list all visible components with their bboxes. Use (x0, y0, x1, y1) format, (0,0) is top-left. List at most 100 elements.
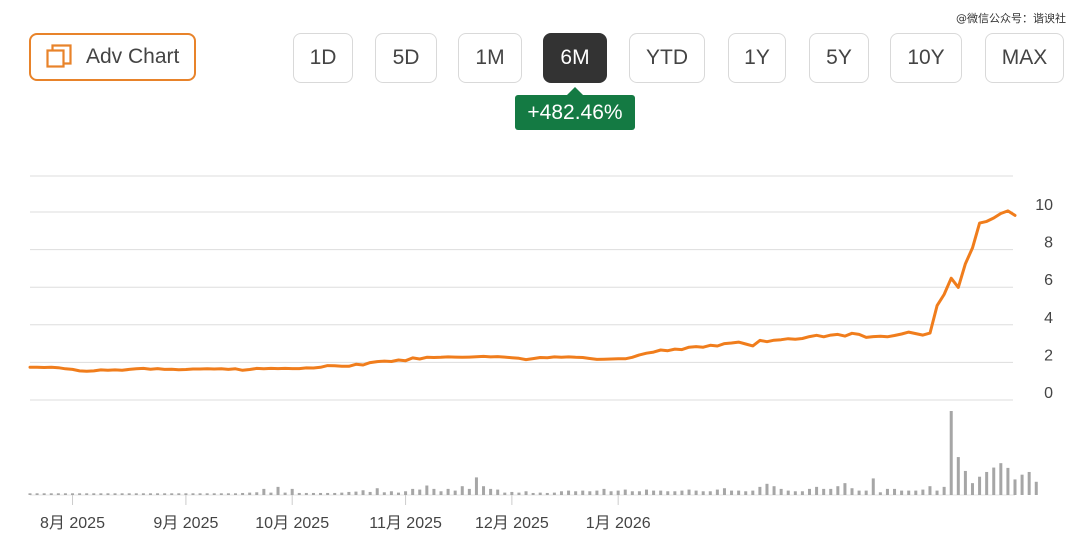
volume-bar (871, 478, 875, 495)
volume-bar (212, 493, 216, 495)
volume-bar (914, 490, 918, 495)
volume-bar (737, 490, 741, 495)
volume-bar (503, 492, 507, 495)
volume-bar (942, 486, 946, 495)
volume-bar (715, 489, 719, 495)
volume-bar (878, 492, 882, 495)
range-button-5d[interactable]: 5D (375, 33, 437, 83)
volume-bar (885, 488, 889, 495)
volume-bar (205, 493, 209, 495)
volume-bar (956, 457, 960, 495)
range-button-ytd[interactable]: YTD (629, 33, 705, 83)
volume-bar (141, 493, 145, 495)
volume-bar (829, 488, 833, 495)
volume-bar (531, 492, 535, 495)
stacked-windows-icon (46, 44, 72, 68)
volume-bar (42, 493, 46, 495)
price-line (28, 209, 1017, 373)
volume-bar (1034, 481, 1038, 495)
volume-bar (418, 489, 422, 495)
volume-bar (722, 488, 726, 495)
volume-bar (552, 492, 556, 495)
volume-bar (800, 491, 804, 495)
volume-bar (474, 477, 478, 495)
volume-bar (567, 490, 571, 495)
volume-bar (389, 491, 393, 495)
volume-bar (425, 485, 429, 495)
volume-bar (120, 493, 124, 495)
range-button-max[interactable]: MAX (985, 33, 1064, 83)
volume-bar (113, 493, 117, 495)
volume-bar (545, 492, 549, 495)
y-tick-label-2: 2 (1044, 347, 1053, 364)
volume-bar (411, 488, 415, 495)
adv-chart-button[interactable]: Adv Chart (29, 33, 196, 81)
volume-bar (758, 486, 762, 495)
volume-bar (524, 491, 528, 495)
volume-bar (751, 490, 755, 495)
volume-bar (85, 493, 89, 495)
volume-bar (786, 490, 790, 495)
volume-bar (793, 491, 797, 495)
volume-bar (248, 492, 252, 495)
volume-bar (290, 488, 294, 495)
volume-bar (56, 493, 60, 495)
volume-bar (163, 493, 167, 495)
range-button-1m[interactable]: 1M (458, 33, 522, 83)
volume-bar (382, 492, 386, 495)
volume-bar (106, 493, 110, 495)
volume-bar (340, 492, 344, 495)
x-tick-label: 8月 2025 (40, 515, 105, 532)
volume-bar (49, 493, 53, 495)
range-button-1y[interactable]: 1Y (728, 33, 786, 83)
volume-bar (368, 491, 372, 495)
range-button-1d[interactable]: 1D (293, 33, 353, 83)
volume-bar (921, 489, 925, 495)
range-button-10y[interactable]: 10Y (890, 33, 962, 83)
volume-bar (489, 488, 493, 495)
volume-bar (333, 492, 337, 495)
volume-bar (978, 476, 982, 495)
volume-bar (616, 490, 620, 495)
volume-bar (630, 491, 634, 495)
volume-bar (276, 486, 280, 495)
volume-bar (1013, 479, 1017, 495)
x-tick-label: 9月 2025 (153, 515, 218, 532)
volume-bar (673, 491, 677, 495)
volume-bar (992, 467, 996, 495)
volume-bar (297, 492, 301, 495)
volume-bar (559, 491, 563, 495)
volume-bar (602, 488, 606, 495)
volume-bar (999, 463, 1003, 495)
volume-bar (234, 493, 238, 495)
volume-bar (645, 489, 649, 495)
volume-bar (148, 493, 152, 495)
volume-bar (347, 491, 351, 495)
volume-bar (241, 492, 245, 495)
volume-bar (744, 491, 748, 495)
volume-bar (255, 492, 259, 495)
volume-bar (226, 493, 230, 495)
volume-bar (319, 492, 323, 495)
volume-bar (652, 490, 656, 495)
volume-bar (985, 471, 989, 495)
volume-bar (510, 491, 514, 495)
volume-bar (708, 491, 712, 495)
y-tick-label-4: 4 (1044, 310, 1053, 327)
volume-bar (432, 488, 436, 495)
range-button-6m[interactable]: 6M (543, 33, 607, 83)
volume-bar (198, 493, 202, 495)
volume-bar (1027, 471, 1031, 495)
watermark-text: @微信公众号：谐谀社 (956, 12, 1066, 25)
volume-bar (623, 489, 627, 495)
range-button-5y[interactable]: 5Y (809, 33, 869, 83)
volume-bar (1020, 474, 1024, 495)
volume-bar (857, 490, 861, 495)
volume-bar (680, 490, 684, 495)
y-tick-label-0: 0 (1044, 385, 1053, 402)
volume-bar (99, 493, 103, 495)
volume-bar (467, 488, 471, 495)
volume-bar (78, 493, 82, 495)
volume-bar (730, 490, 734, 495)
